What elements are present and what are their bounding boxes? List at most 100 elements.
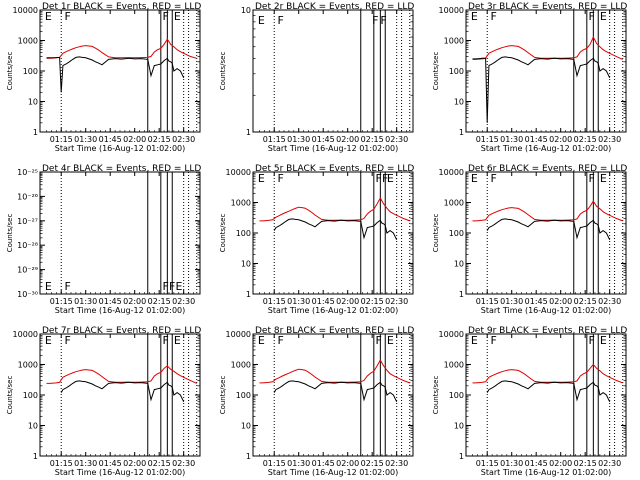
y-tick-label: 10⁻²⁷ xyxy=(17,217,38,226)
x-tick-label: 02:15 xyxy=(361,297,384,306)
x-tick-label: 02:00 xyxy=(336,297,359,306)
y-tick-label: 100 xyxy=(236,391,251,400)
x-tick-label: 02:30 xyxy=(598,297,621,306)
panel-p6: Det 6r BLACK = Events, RED = LLD 1 10 100 10… xyxy=(432,164,627,315)
y-axis-label: Counts/sec xyxy=(432,376,440,415)
flag-label: F xyxy=(277,14,283,27)
y-tick-label: 10000 xyxy=(439,6,464,15)
x-tick-label: 01:45 xyxy=(312,297,335,306)
y-tick-label: 1000 xyxy=(231,361,251,370)
x-tick-label: 01:15 xyxy=(263,135,286,144)
y-tick-label: 10 xyxy=(241,260,251,269)
x-tick-label: 01:15 xyxy=(50,459,73,468)
panel-title: Det 7r BLACK = Events, RED = LLD xyxy=(42,326,201,336)
y-tick-label: 1 xyxy=(459,128,464,137)
axes-frame xyxy=(465,9,627,133)
y-tick-label: 10⁻³⁰ xyxy=(17,290,38,299)
lld-series-line xyxy=(472,35,623,60)
x-tick-label: 02:30 xyxy=(172,459,195,468)
y-tick-label: 100 xyxy=(23,391,38,400)
x-tick-label: 01:15 xyxy=(476,297,499,306)
y-tick-label: 10000 xyxy=(439,330,464,339)
y-axis-label: Counts/sec xyxy=(6,214,14,253)
x-axis-label: Start Time (16-Aug-12 01:02:00) xyxy=(55,144,186,153)
events-series-line xyxy=(273,380,398,403)
x-tick-label: 01:30 xyxy=(287,135,310,144)
x-axis-label: Start Time (16-Aug-12 01:02:00) xyxy=(481,306,612,315)
flag-label: E xyxy=(45,10,52,23)
lld-series-line xyxy=(472,200,623,222)
y-tick-label: 10000 xyxy=(226,168,251,177)
y-tick-label: 10⁻²⁶ xyxy=(17,192,38,201)
y-axis-label: Counts/sec xyxy=(219,52,227,91)
panel-p3: Det 3r BLACK = Events, RED = LLD 1 10 100 10… xyxy=(432,2,627,153)
x-tick-label: 02:00 xyxy=(123,459,146,468)
y-tick-label: 10000 xyxy=(226,330,251,339)
x-tick-label: 02:00 xyxy=(336,459,359,468)
x-tick-label: 02:30 xyxy=(172,297,195,306)
axes-frame xyxy=(252,333,414,457)
axes-frame xyxy=(252,9,414,133)
axes-frame xyxy=(252,171,414,295)
flag-label: F xyxy=(375,334,381,347)
y-tick-label: 1 xyxy=(33,128,38,137)
flag-label: E xyxy=(600,10,607,23)
panel-title: Det 2r BLACK = Events, RED = LLD xyxy=(255,2,414,12)
panel-p8: Det 8r BLACK = Events, RED = LLD 1 10 100 10… xyxy=(219,326,414,477)
flag-label: F xyxy=(169,280,175,293)
y-axis-label: Counts/sec xyxy=(432,214,440,253)
y-tick-label: 1 xyxy=(459,290,464,299)
y-tick-label: 10000 xyxy=(13,330,38,339)
y-tick-label: 100 xyxy=(236,229,251,238)
flag-label: E xyxy=(600,334,607,347)
panel-title: Det 5r BLACK = Events, RED = LLD xyxy=(255,164,414,174)
y-tick-label: 1 xyxy=(246,290,251,299)
x-tick-label: 02:30 xyxy=(598,135,621,144)
axes-frame xyxy=(39,9,201,133)
y-tick-label: 1000 xyxy=(18,37,38,46)
x-tick-label: 01:15 xyxy=(476,459,499,468)
y-axis-label: Counts/sec xyxy=(219,214,227,253)
y-axis-label: Counts/sec xyxy=(432,52,440,91)
x-tick-label: 02:15 xyxy=(361,459,384,468)
lld-series-line xyxy=(46,365,197,384)
y-axis-label: Counts/sec xyxy=(6,52,14,91)
y-tick-label: 10 xyxy=(241,422,251,431)
y-tick-label: 1000 xyxy=(444,37,464,46)
flag-label: E xyxy=(174,334,181,347)
x-tick-label: 02:00 xyxy=(336,135,359,144)
x-tick-label: 02:00 xyxy=(549,459,572,468)
events-series-line xyxy=(46,56,185,93)
flag-label: E xyxy=(258,172,265,185)
axes-frame xyxy=(465,171,627,295)
panel-p2: Det 2r BLACK = Events, RED = LLD 1 10 Count… xyxy=(219,2,414,153)
x-tick-label: 01:30 xyxy=(74,297,97,306)
flag-label: E xyxy=(176,280,183,293)
x-tick-label: 01:45 xyxy=(525,135,548,144)
y-tick-label: 1000 xyxy=(231,199,251,208)
x-tick-label: 02:00 xyxy=(549,135,572,144)
flag-label: F xyxy=(162,10,168,23)
x-tick-label: 01:30 xyxy=(74,135,97,144)
x-tick-label: 02:30 xyxy=(385,297,408,306)
x-tick-label: 01:30 xyxy=(287,297,310,306)
x-tick-label: 01:15 xyxy=(263,297,286,306)
y-tick-label: 1 xyxy=(246,452,251,461)
y-tick-label: 1 xyxy=(246,128,251,137)
flag-label: F xyxy=(64,334,70,347)
y-tick-label: 1000 xyxy=(18,361,38,370)
y-tick-label: 1000 xyxy=(444,361,464,370)
y-tick-label: 1 xyxy=(459,452,464,461)
x-tick-label: 02:30 xyxy=(598,459,621,468)
flag-label: F xyxy=(490,10,496,23)
events-series-line xyxy=(60,380,185,403)
x-tick-label: 01:30 xyxy=(500,297,523,306)
x-tick-label: 02:15 xyxy=(148,135,171,144)
x-tick-label: 02:00 xyxy=(123,297,146,306)
lld-series-line xyxy=(259,196,410,222)
axes-frame xyxy=(39,333,201,457)
flag-label: E xyxy=(387,172,394,185)
flag-label: F xyxy=(277,334,283,347)
y-tick-label: 10 xyxy=(241,6,251,15)
y-tick-label: 10 xyxy=(454,260,464,269)
